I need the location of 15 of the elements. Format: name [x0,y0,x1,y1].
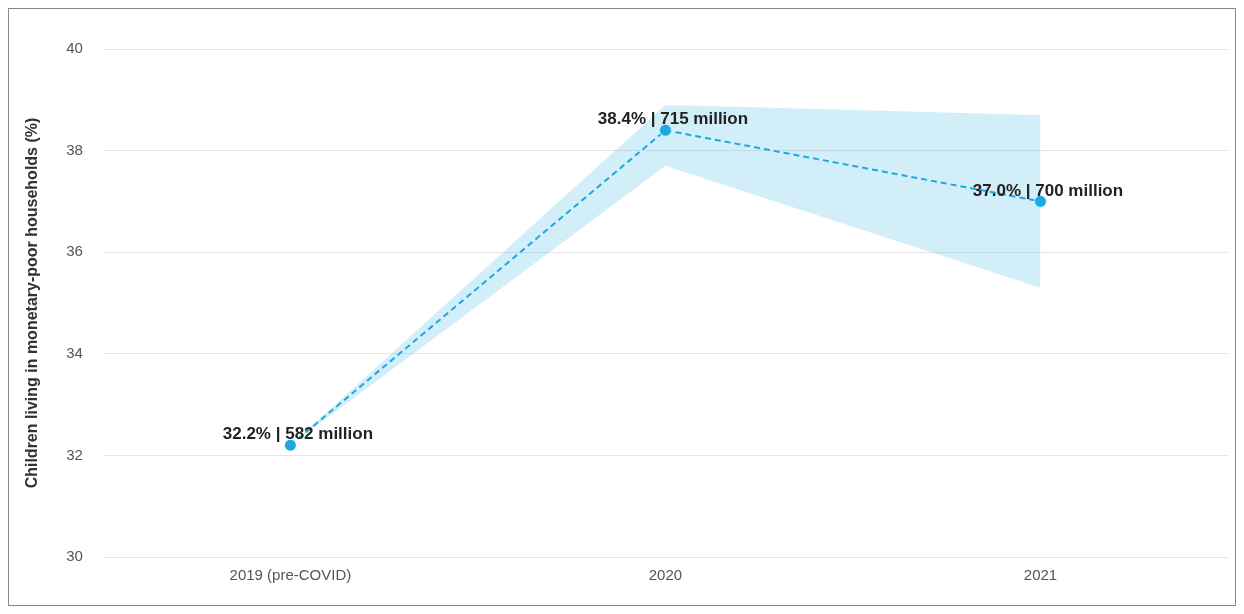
data-label: 32.2% | 582 million [222,424,374,444]
y-tick-label: 32 [66,445,83,463]
y-tick-label: 30 [66,547,83,565]
y-tick-label: 34 [66,343,83,361]
x-tick-label: 2021 [1023,566,1058,584]
x-tick-label: 2019 (pre-COVID) [229,566,352,584]
y-tick-label: 36 [66,242,83,260]
x-tick-label: 2020 [648,566,683,584]
y-tick-label: 38 [66,140,83,158]
y-axis-title: Children living in monetary-poor households (%) [23,117,41,489]
data-label: 37.0% | 700 million [972,180,1124,200]
point [283,438,297,452]
y-tick-label: 40 [66,39,83,57]
data-label: 38.4% | 715 million [597,109,749,129]
point [658,123,672,137]
